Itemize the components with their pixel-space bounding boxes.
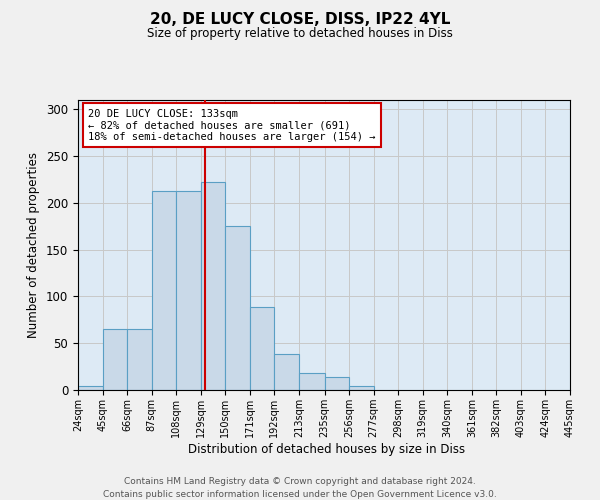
Bar <box>349 386 374 390</box>
Bar <box>176 190 201 390</box>
Bar <box>127 329 152 390</box>
Bar <box>103 329 127 390</box>
Bar <box>152 190 176 390</box>
Y-axis label: Number of detached properties: Number of detached properties <box>28 152 40 338</box>
Bar <box>78 386 103 390</box>
Text: Contains public sector information licensed under the Open Government Licence v3: Contains public sector information licen… <box>103 490 497 499</box>
Text: 20 DE LUCY CLOSE: 133sqm
← 82% of detached houses are smaller (691)
18% of semi-: 20 DE LUCY CLOSE: 133sqm ← 82% of detach… <box>88 108 376 142</box>
Text: Contains HM Land Registry data © Crown copyright and database right 2024.: Contains HM Land Registry data © Crown c… <box>124 478 476 486</box>
Bar <box>299 373 325 390</box>
Text: Distribution of detached houses by size in Diss: Distribution of detached houses by size … <box>188 442 466 456</box>
Text: Size of property relative to detached houses in Diss: Size of property relative to detached ho… <box>147 28 453 40</box>
Text: 20, DE LUCY CLOSE, DISS, IP22 4YL: 20, DE LUCY CLOSE, DISS, IP22 4YL <box>150 12 450 28</box>
Bar <box>201 182 225 390</box>
Bar <box>225 226 250 390</box>
Bar <box>250 306 274 390</box>
Bar <box>325 377 349 390</box>
Bar <box>274 354 299 390</box>
